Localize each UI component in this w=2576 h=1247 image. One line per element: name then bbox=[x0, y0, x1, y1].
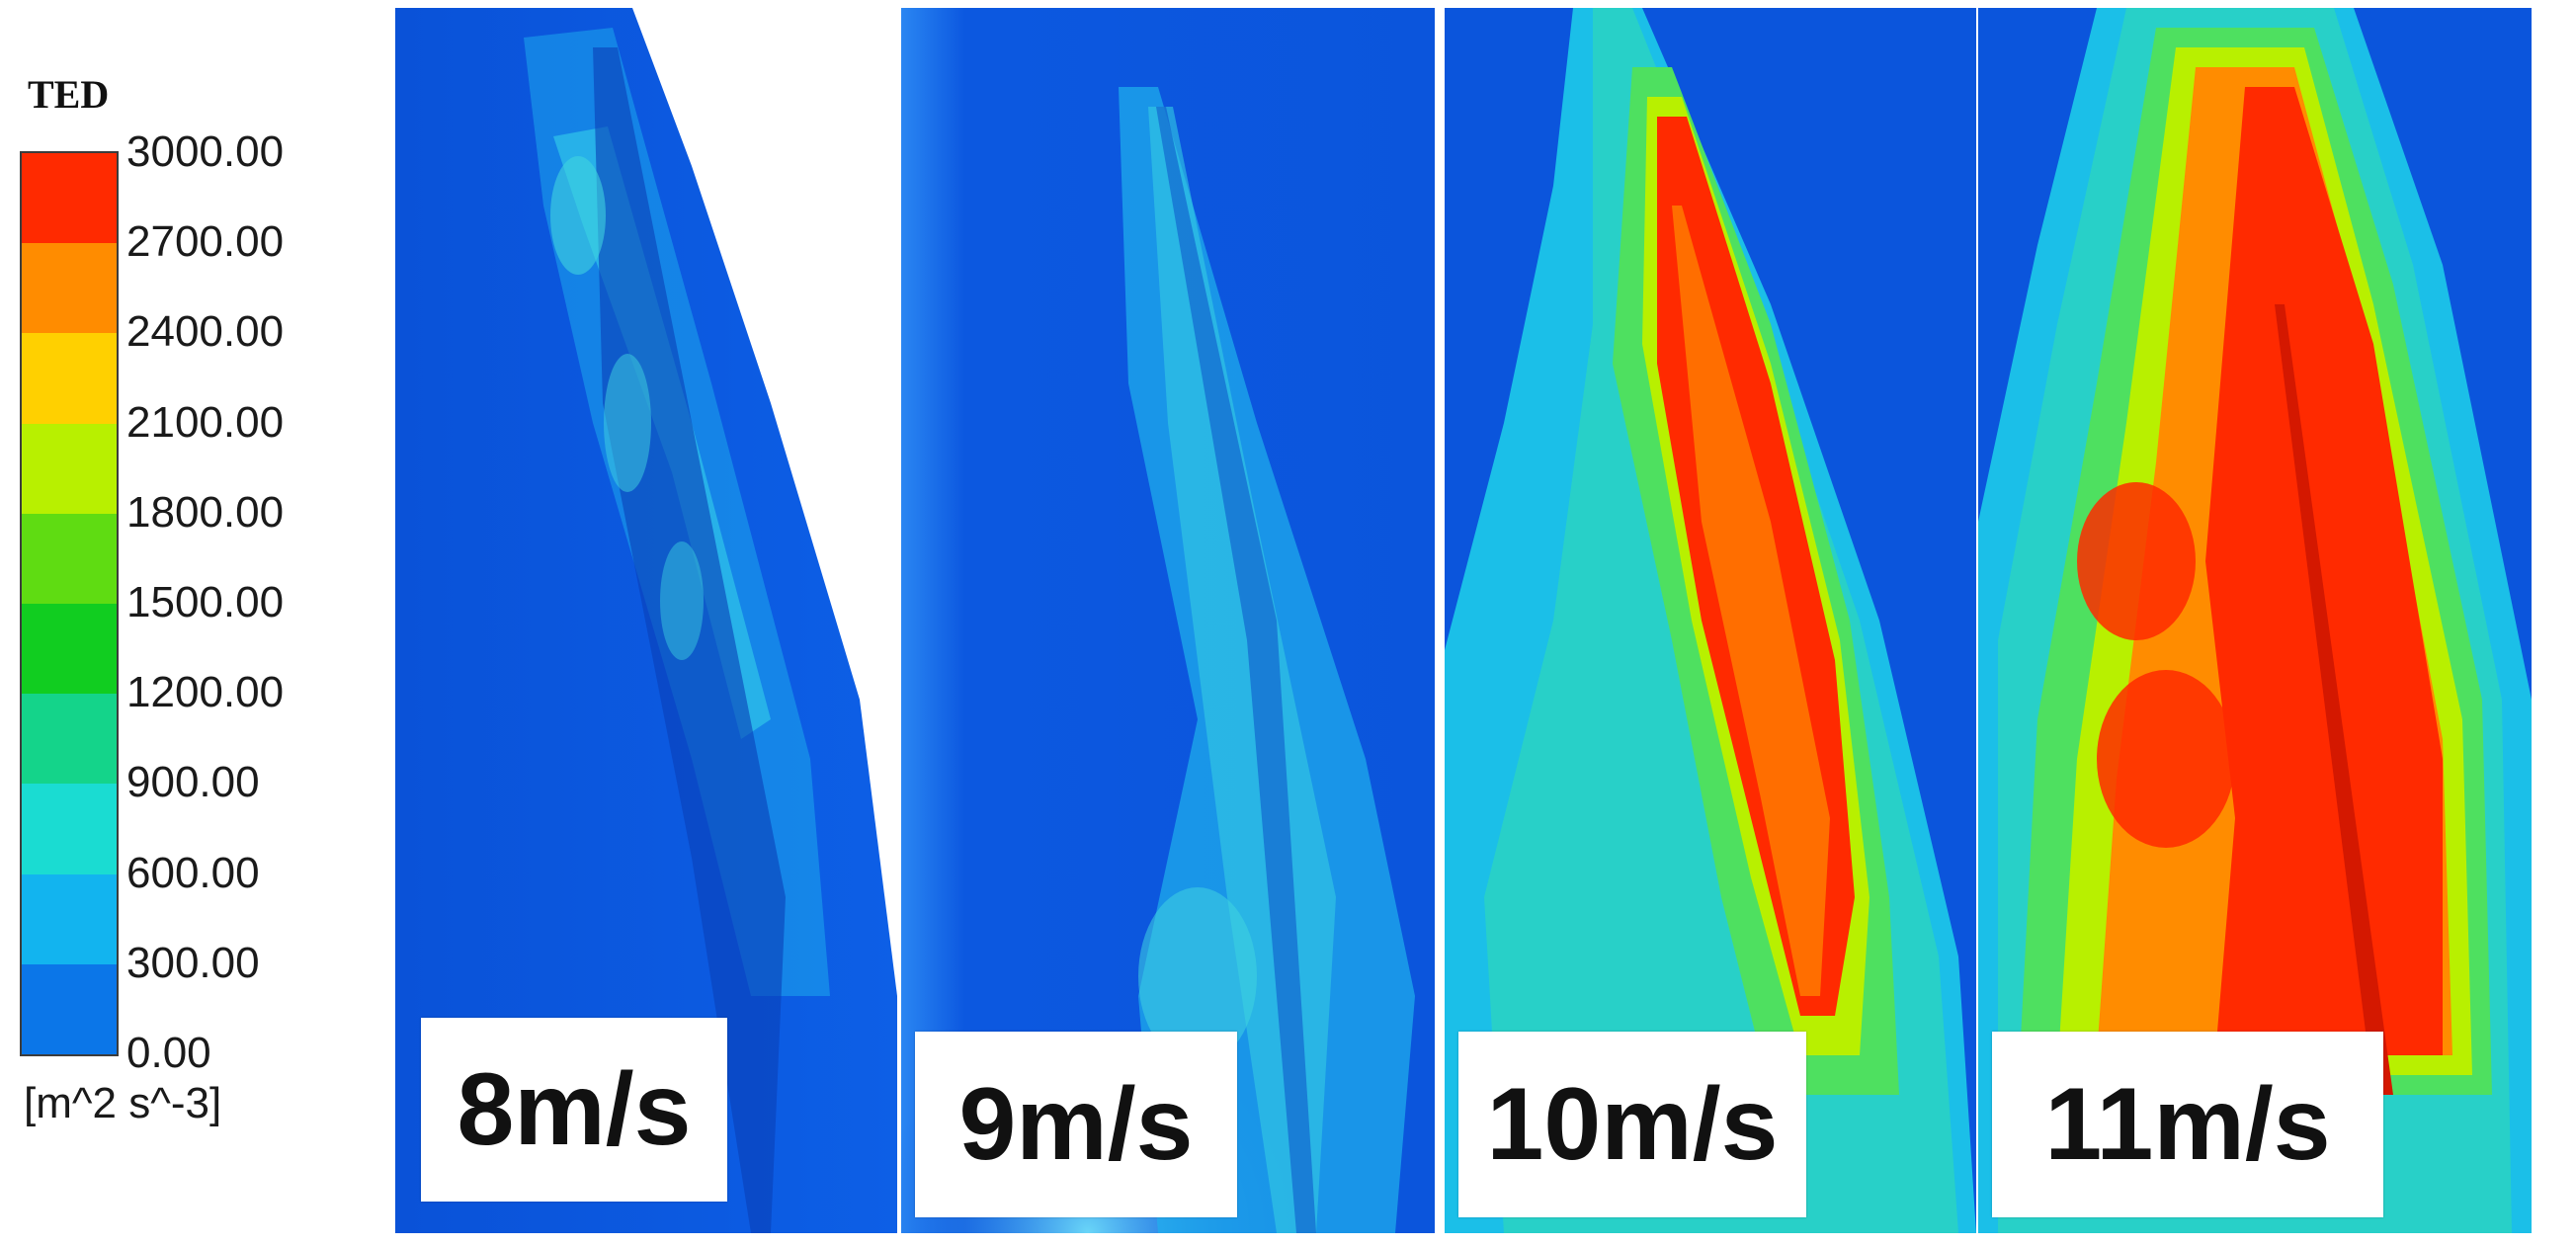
contour-plot bbox=[901, 8, 1435, 1233]
contour-plot bbox=[1445, 8, 1976, 1233]
legend-tick-label: 2100.00 bbox=[126, 397, 285, 447]
colorbar-band bbox=[22, 153, 117, 244]
speed-label-box: 8m/s bbox=[421, 1018, 727, 1202]
speed-label-box: 11m/s bbox=[1992, 1032, 2383, 1217]
legend-tick-label: 2700.00 bbox=[126, 217, 285, 267]
legend-title: TED bbox=[28, 72, 110, 117]
legend-unit: [m^2 s^-3] bbox=[24, 1079, 222, 1127]
legend-tick-label: 1200.00 bbox=[126, 668, 285, 717]
colorbar bbox=[20, 151, 119, 1056]
legend-tick-label: 1500.00 bbox=[126, 578, 285, 626]
contour-plot bbox=[1978, 8, 2532, 1233]
colorbar-legend: TED 3000.00 2700.00 2400.00 2100.00 1800.00 1… bbox=[0, 0, 395, 1247]
colorbar-band bbox=[22, 873, 117, 964]
colorbar-band bbox=[22, 784, 117, 874]
legend-tick-label: 2400.00 bbox=[126, 307, 285, 357]
colorbar-band bbox=[22, 963, 117, 1054]
contour-panel-8ms: 8m/s bbox=[395, 8, 897, 1233]
legend-tick-label: 0.00 bbox=[126, 1029, 211, 1077]
speed-label: 10m/s bbox=[1486, 1066, 1779, 1182]
legend-tick-label: 600.00 bbox=[126, 848, 260, 897]
speed-label: 9m/s bbox=[958, 1066, 1194, 1182]
speed-label-box: 10m/s bbox=[1458, 1032, 1806, 1217]
speed-label: 8m/s bbox=[457, 1051, 692, 1167]
contour-panel-11ms: 11m/s bbox=[1978, 8, 2532, 1233]
colorbar-band bbox=[22, 513, 117, 604]
contour-panel-10ms: 10m/s bbox=[1445, 8, 1976, 1233]
colorbar-band bbox=[22, 694, 117, 785]
legend-tick-label: 1800.00 bbox=[126, 487, 285, 537]
legend-tick-label: 900.00 bbox=[126, 758, 260, 807]
colorbar-band bbox=[22, 603, 117, 695]
contour-panel-9ms: 9m/s bbox=[901, 8, 1435, 1233]
speed-label-box: 9m/s bbox=[915, 1032, 1237, 1217]
contour-plot bbox=[395, 8, 897, 1233]
colorbar-band bbox=[22, 333, 117, 424]
colorbar-band bbox=[22, 423, 117, 514]
legend-tick-label: 300.00 bbox=[126, 938, 260, 987]
legend-tick-label: 3000.00 bbox=[126, 127, 285, 176]
speed-label: 11m/s bbox=[2044, 1066, 2331, 1182]
colorbar-band bbox=[22, 243, 117, 334]
